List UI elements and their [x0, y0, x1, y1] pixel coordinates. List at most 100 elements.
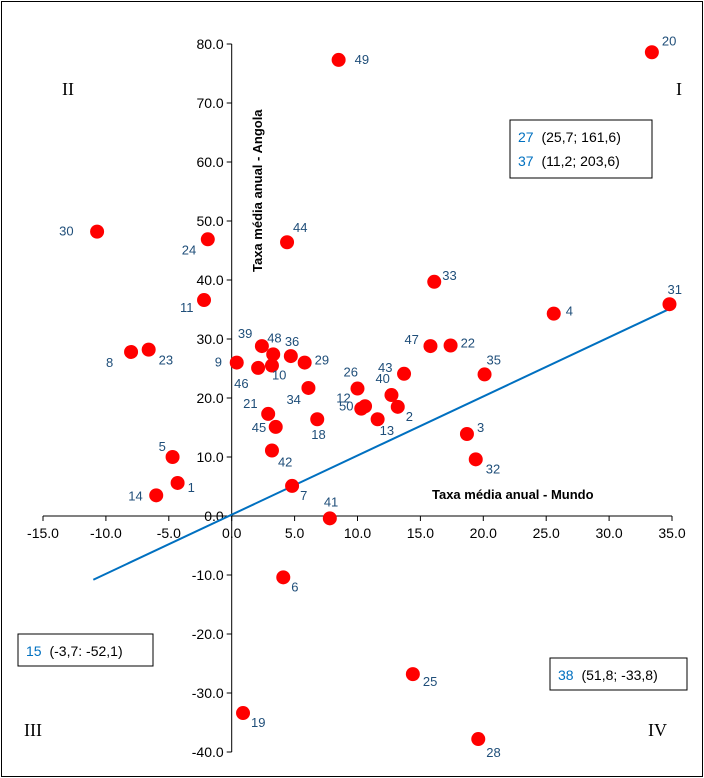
point-label: 10: [272, 368, 286, 383]
point-label: 28: [486, 745, 500, 760]
x-tick-label: -10.0: [90, 525, 122, 541]
data-point: [358, 399, 373, 414]
point-label: 4: [566, 304, 573, 319]
annotation-label: 38: [558, 667, 574, 683]
point-label: 24: [182, 242, 196, 257]
point-label: 23: [159, 353, 173, 368]
data-point: [264, 443, 279, 458]
point-label: 42: [278, 455, 292, 470]
data-point: [268, 419, 283, 434]
data-point: [644, 45, 659, 60]
x-tick-label: -5.0: [157, 525, 181, 541]
annotation-label: 37: [518, 153, 534, 169]
x-tick-label: 15.0: [407, 525, 434, 541]
point-label: 2: [406, 409, 413, 424]
x-tick-label: 20.0: [470, 525, 497, 541]
data-point: [310, 412, 325, 427]
point-label: 29: [315, 353, 329, 368]
y-tick-label: 10.0: [196, 449, 223, 465]
x-axis-label: Taxa média anual - Mundo: [432, 487, 594, 502]
trendline: [92, 307, 672, 581]
data-point: [141, 342, 156, 357]
data-point: [254, 339, 269, 354]
quadrant-label-i: I: [676, 79, 682, 99]
trendline-line: [92, 307, 672, 581]
data-point: [471, 732, 486, 747]
data-point: [468, 452, 483, 467]
point-label: 50: [339, 398, 353, 413]
quadrant-label-ii: II: [62, 79, 74, 99]
data-point: [261, 406, 276, 421]
y-tick-label: 60.0: [196, 154, 223, 170]
point-label: 21: [243, 396, 257, 411]
y-tick-label: 40.0: [196, 272, 223, 288]
quadrant-label-iv: IV: [648, 720, 667, 740]
point-label: 7: [300, 488, 307, 503]
annotation-text: (51,8; -33,8): [581, 667, 657, 683]
y-tick-label: 0.0: [204, 508, 224, 524]
data-point: [170, 475, 185, 490]
point-label: 3: [477, 420, 484, 435]
annotation-label: 27: [518, 129, 534, 145]
data-point: [149, 488, 164, 503]
point-label: 13: [380, 423, 394, 438]
y-tick-label: 20.0: [196, 390, 223, 406]
data-point: [322, 511, 337, 526]
axes: -15.0 -10.0 -5.0 0.0 5.0 10.0 15.0 20.0 25.0 30.0…: [27, 36, 686, 760]
annotation-box-quadrant-i: 27 (25,7; 161,6) 37 (11,2; 203,6): [509, 119, 653, 179]
data-point: [90, 224, 105, 239]
point-label: 25: [423, 674, 437, 689]
annotation-text: (11,2; 203,6): [541, 153, 619, 169]
data-point: [301, 380, 316, 395]
point-label: 48: [267, 330, 281, 345]
x-tick-label: 30.0: [595, 525, 622, 541]
point-label: 14: [128, 488, 142, 503]
annotation-text: (25,7; 161,6): [541, 129, 620, 145]
point-label: 47: [404, 332, 418, 347]
x-tick-label: 0.0: [222, 525, 242, 541]
data-point: [546, 306, 561, 321]
x-tick-label: -15.0: [27, 525, 59, 541]
data-point: [251, 360, 266, 375]
point-label: 31: [667, 282, 681, 297]
data-point: [423, 339, 438, 354]
point-label: 49: [355, 52, 369, 67]
data-point: [427, 274, 442, 289]
point-label: 8: [106, 355, 113, 370]
svg-text:27 (25,7; 161,6): 27 (25,7; 161,6): [518, 129, 621, 145]
svg-text:15 (-3,7: -52,1): 15 (-3,7: -52,1): [26, 643, 123, 659]
data-point: [443, 338, 458, 353]
point-label: 35: [487, 352, 501, 367]
data-point: [264, 358, 279, 373]
y-tick-label: 30.0: [196, 331, 223, 347]
data-point: [459, 426, 474, 441]
point-label: 44: [293, 220, 307, 235]
annotation-text: (-3,7: -52,1): [49, 643, 122, 659]
point-label: 5: [159, 439, 166, 454]
data-point: [285, 478, 300, 493]
point-label: 19: [251, 715, 265, 730]
data-point: [477, 367, 492, 382]
data-point: [197, 293, 212, 308]
point-label: 26: [344, 365, 358, 380]
point-label: 43: [378, 360, 392, 375]
point-label: 41: [324, 494, 338, 509]
data-point: [397, 366, 412, 381]
point-label: 36: [285, 334, 299, 349]
data-point: [236, 706, 251, 721]
y-tick-label: -40.0: [192, 744, 224, 760]
data-point: [124, 344, 139, 359]
data-point: [405, 667, 420, 682]
data-point: [280, 235, 295, 250]
point-label: 11: [180, 300, 194, 315]
y-tick-label: 50.0: [196, 213, 223, 229]
point-label: 39: [238, 326, 252, 341]
point-label: 30: [59, 224, 73, 239]
annotation-box-quadrant-iv: 38 (51,8; -33,8): [549, 657, 688, 691]
data-point: [229, 355, 244, 370]
point-label: 45: [252, 420, 266, 435]
data-point: [283, 349, 298, 364]
y-axis-label: Taxa média anual - Angola: [250, 109, 265, 272]
quadrant-label-iii: III: [24, 720, 42, 740]
